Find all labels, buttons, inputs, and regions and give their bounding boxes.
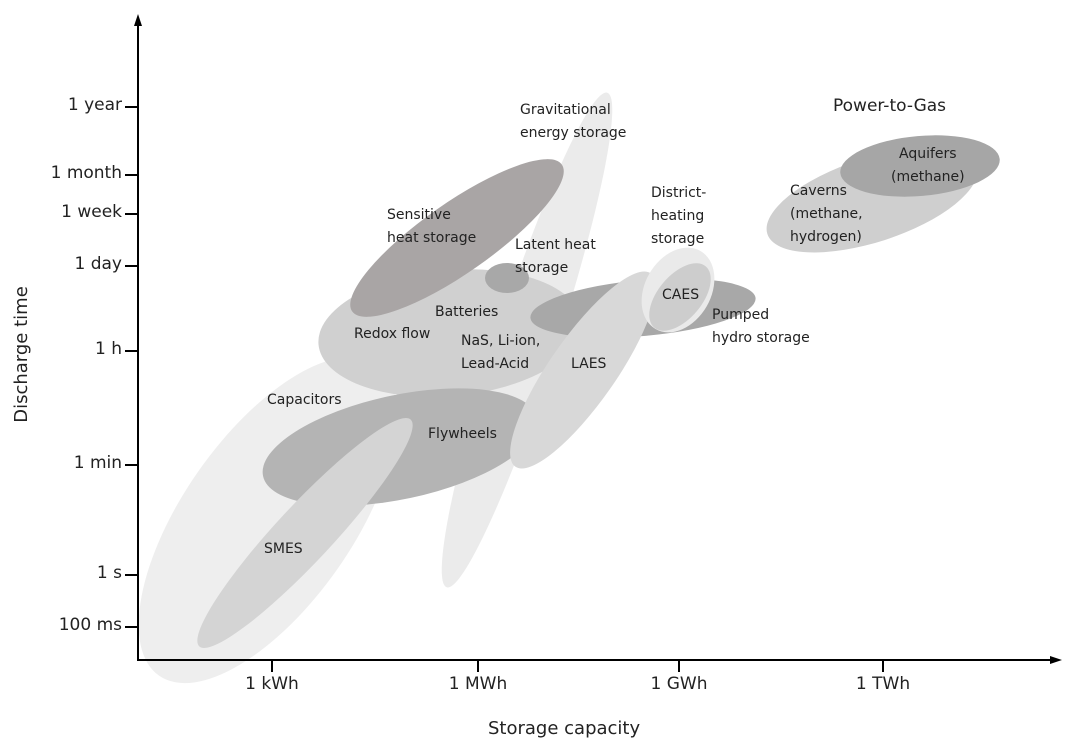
x-tick-label: 1 kWh — [245, 674, 299, 694]
region-caes — [649, 263, 711, 331]
label-batteries: Batteries — [435, 304, 499, 320]
axes — [125, 24, 1054, 672]
label-latent-heat: Latent heat storage — [515, 237, 596, 276]
y-tick-label: 1 year — [67, 95, 122, 115]
label-pumped-hydro: Pumped hydro storage — [712, 307, 810, 346]
label-smes: SMES — [264, 541, 303, 557]
label-nas-li-ion-lead-acid: NaS, Li-ion, Lead-Acid — [461, 333, 541, 372]
y-tick-label: 1 s — [96, 563, 122, 583]
x-tick-label: 1 MWh — [448, 674, 508, 694]
label-district-heating: District-heating storage — [651, 185, 707, 247]
region-laes — [510, 271, 656, 469]
y-tick-label: 1 month — [50, 163, 122, 183]
y-tick-label: 1 h — [95, 339, 122, 359]
x-tick-label: 1 TWh — [855, 674, 911, 694]
label-sensitive-heat: Sensitive heat storage — [387, 207, 477, 246]
region-latent-heat — [485, 263, 529, 293]
x-tick-label: 1 GWh — [650, 674, 708, 694]
y-axis-arrow — [134, 14, 142, 26]
y-tick-label: 100 ms — [58, 615, 122, 635]
power-to-gas-title: Power-to-Gas — [833, 96, 947, 116]
label-redox-flow: Redox flow — [354, 326, 431, 342]
y-tick-label: 1 day — [74, 254, 123, 274]
label-laes: LAES — [571, 356, 607, 372]
label-caverns: Caverns (methane, hydrogen) — [790, 183, 863, 245]
technology-regions — [138, 92, 1000, 684]
region-smes — [197, 418, 413, 648]
y-tick-label: 1 min — [73, 453, 122, 473]
region-aquifers — [840, 135, 1000, 197]
y-tick-label: 1 week — [61, 202, 122, 222]
label-aquifers: Aquifers (methane) — [891, 146, 965, 185]
x-axis-title: Storage capacity — [488, 718, 641, 739]
region-sensitive-heat — [350, 159, 564, 317]
y-axis-title: Discharge time — [10, 286, 32, 423]
x-axis-arrow — [1050, 656, 1062, 664]
label-caes: CAES — [662, 287, 700, 303]
label-capacitors: Capacitors — [267, 392, 342, 408]
label-flywheels: Flywheels — [428, 426, 497, 442]
label-gravitational: Gravitational energy storage — [520, 102, 627, 141]
